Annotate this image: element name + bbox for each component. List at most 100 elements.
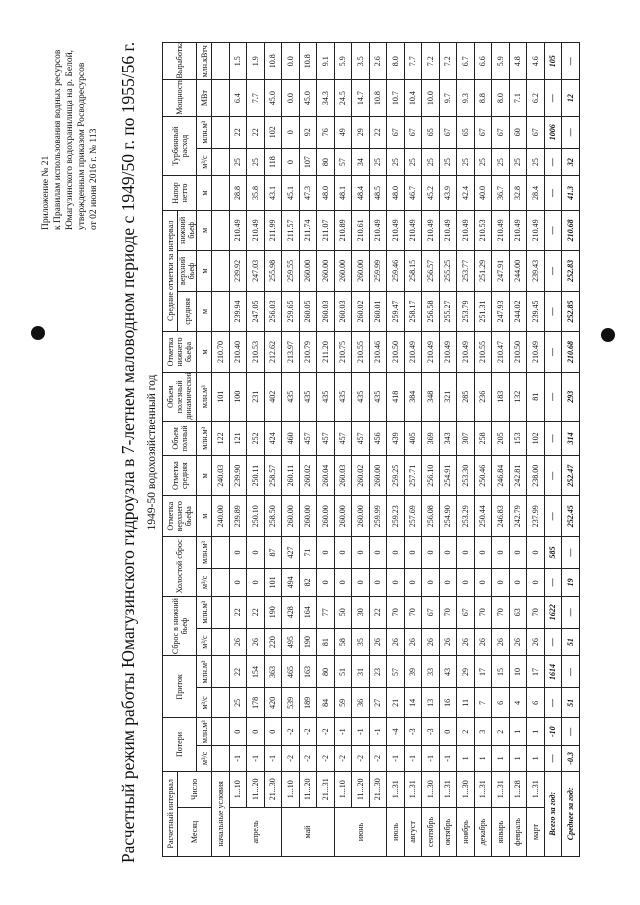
cell: 0.0	[281, 79, 299, 117]
cell: 260.00	[351, 250, 369, 292]
row: август 1...31 -1 -3 14 39 26 70 0 0 257.69 257.71 40…	[404, 42, 422, 857]
cell: 255.27	[439, 291, 457, 332]
cell: 259.99	[369, 250, 387, 292]
cell: 35.8	[246, 175, 264, 211]
day: 11...20	[246, 771, 264, 808]
cell: 439	[386, 421, 404, 456]
cell: 121	[229, 421, 247, 456]
cell: 260.02	[351, 291, 369, 332]
unit: м	[196, 495, 212, 537]
cell: 0	[334, 536, 352, 569]
cell: 0	[474, 568, 492, 597]
day: 1...30	[421, 771, 439, 808]
row: 21...30 -1 0 420 363 220 190 101 87 258.50 258.57 4…	[264, 42, 282, 857]
day: 1...31	[439, 771, 457, 808]
th: Мощность	[162, 79, 197, 117]
th: Объем полный	[162, 421, 197, 456]
cell: 67	[404, 116, 422, 149]
cell: 239.45	[526, 291, 544, 332]
cell: -4	[386, 717, 404, 746]
cell: 259.46	[386, 250, 404, 292]
cell: —	[561, 116, 579, 149]
cell: 33	[421, 655, 439, 688]
cell: 0	[229, 536, 247, 569]
cell: 28.4	[526, 175, 544, 211]
day: 1...31	[386, 771, 404, 808]
th: нижний бьеф	[177, 210, 197, 251]
unit: м³/с	[196, 148, 212, 176]
cell: 22	[369, 596, 387, 629]
cell: 251.29	[474, 250, 492, 292]
cell: 101	[211, 372, 229, 422]
th: Турбинный расход	[162, 116, 197, 176]
cell: 82	[299, 568, 317, 597]
cell: 80	[316, 148, 334, 176]
cell: 405	[404, 421, 422, 456]
cell: 0	[491, 568, 509, 597]
cell: 5.9	[334, 42, 352, 80]
cell: 259.47	[386, 291, 404, 332]
row: февраль 1...28 1 1 4 10 26 63 0 0 242.79 242.81 153 1…	[509, 42, 527, 857]
cell: 101	[264, 568, 282, 597]
cell: 210.49	[439, 331, 457, 373]
unit: м	[196, 455, 212, 496]
cell: 13	[421, 687, 439, 718]
cell: —	[561, 42, 579, 80]
cell: 210.70	[211, 331, 229, 373]
cell: 239.90	[229, 455, 247, 496]
cell: 10.4	[404, 79, 422, 117]
cell: 0	[491, 536, 509, 569]
cell: 164	[299, 596, 317, 629]
cell: 0	[509, 536, 527, 569]
cell: 244.02	[509, 291, 527, 332]
cell: —	[544, 291, 562, 332]
row: сентябрь 1...30 -1 -3 13 33 26 67 0 0 256.08 256.10…	[421, 42, 439, 857]
cell: —	[544, 210, 562, 251]
cell: 26	[369, 628, 387, 656]
month: май	[281, 807, 334, 857]
cell: 28.8	[229, 175, 247, 211]
cell: 63	[509, 596, 527, 629]
units-row: м³/с млн.м³ м³/с млн.м³ м³/с млн.м³ м³/с млн.м³…	[196, 42, 212, 857]
cell: 260.11	[281, 455, 299, 496]
th: Выработка	[162, 42, 197, 80]
cell: 26	[456, 628, 474, 656]
cell: 250.10	[246, 495, 264, 537]
cell: 42.4	[456, 175, 474, 211]
cell: 246.83	[491, 495, 509, 537]
cell: 190	[264, 596, 282, 629]
cell: 7.2	[421, 42, 439, 80]
cell: 247.03	[246, 250, 264, 292]
cell: 81	[316, 628, 334, 656]
cell: 231	[246, 372, 264, 422]
cell: -3	[404, 717, 422, 746]
cell: 210.49	[491, 210, 509, 251]
unit: млн.м³	[196, 372, 212, 422]
cell: 252.45	[561, 495, 579, 537]
cell: 29	[456, 655, 474, 688]
cell: 80	[316, 655, 334, 688]
cell: 0	[229, 568, 247, 597]
cell: 26	[439, 628, 457, 656]
cell: 242.81	[509, 455, 527, 496]
cell: 285	[456, 372, 474, 422]
cell: 256.58	[421, 291, 439, 332]
unit: м³/с	[196, 568, 212, 597]
cell: 178	[246, 687, 264, 718]
cell: 189	[299, 687, 317, 718]
cell: 1	[509, 717, 527, 746]
cell: 260.02	[351, 455, 369, 496]
cell: 43.1	[264, 175, 282, 211]
cell: 22	[229, 116, 247, 149]
cell: 247.05	[246, 291, 264, 332]
cell: 29	[351, 116, 369, 149]
appendix-line: утвержденным приказом Росводресурсов	[77, 62, 87, 230]
unit: млн.м³	[196, 536, 212, 569]
cell	[211, 250, 229, 292]
cell: 1.5	[229, 42, 247, 80]
cell: 10.7	[386, 79, 404, 117]
cell: 210.49	[421, 210, 439, 251]
cell: 210.61	[351, 210, 369, 251]
table-body: начальные условия 240.00 240.03 122 101 210.7…	[211, 42, 579, 857]
cell: 102	[264, 116, 282, 149]
